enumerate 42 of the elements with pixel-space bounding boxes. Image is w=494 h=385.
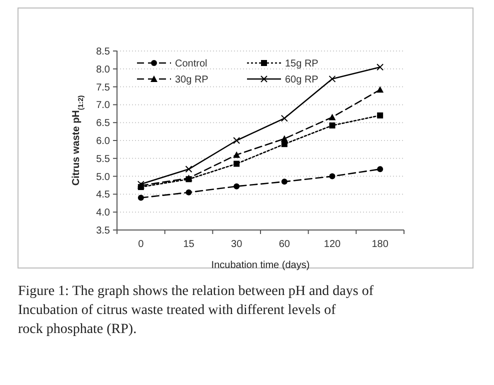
y-tick-label: 6.0 xyxy=(96,136,110,147)
x-tick-label: 30 xyxy=(231,239,243,250)
x-tick-label: 60 xyxy=(278,239,290,250)
point xyxy=(377,166,384,172)
point xyxy=(376,86,384,93)
point xyxy=(234,183,240,190)
point xyxy=(329,122,336,128)
point xyxy=(328,75,336,82)
x-tick-label: 15 xyxy=(183,239,195,250)
y-tick-label: 8.5 xyxy=(96,46,110,58)
point xyxy=(281,141,288,148)
x-tick-label: 0 xyxy=(138,239,144,250)
y-tick-label: 3.5 xyxy=(96,226,110,236)
y-tick-label: 6.5 xyxy=(96,118,110,130)
y-tick-label: 5.5 xyxy=(96,154,110,165)
y-tick-label: 7.5 xyxy=(96,82,110,94)
legend-label: Control xyxy=(175,58,208,70)
x-tick-label: 120 xyxy=(324,239,342,250)
point xyxy=(280,135,288,142)
point xyxy=(233,151,240,158)
legend-label: 15g RP xyxy=(285,58,319,70)
point xyxy=(328,114,336,120)
point xyxy=(233,137,240,144)
point xyxy=(376,64,384,71)
point xyxy=(280,114,288,122)
caption: Figure 1: The graph shows the relation between pH and days of Incubation of citrus waste treated with different levels of rock phosphate (RP). xyxy=(18,284,374,337)
point xyxy=(281,178,288,185)
point xyxy=(377,112,384,118)
point xyxy=(186,189,192,196)
legend-label: 60g RP xyxy=(285,74,319,86)
point xyxy=(234,160,240,167)
point xyxy=(185,166,192,173)
x-tick-label: 180 xyxy=(372,239,389,250)
y-tick-label: 4.5 xyxy=(96,190,110,201)
x-axis-title: Incubation time (days) xyxy=(211,260,310,271)
y-tick-label: 5.0 xyxy=(96,172,110,183)
y-tick-label: 7.0 xyxy=(96,100,110,112)
y-tick-label: 8.0 xyxy=(96,64,110,76)
point xyxy=(329,173,336,180)
point xyxy=(138,194,144,201)
legend-label: 30g RP xyxy=(175,74,209,86)
y-tick-label: 4.0 xyxy=(96,208,110,219)
